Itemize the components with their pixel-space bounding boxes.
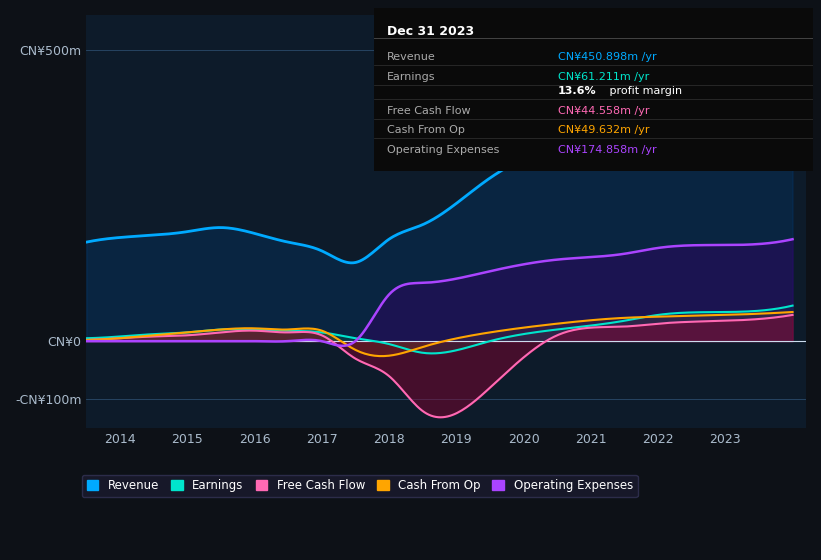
Text: Free Cash Flow: Free Cash Flow [387,106,470,116]
Text: CN¥49.632m /yr: CN¥49.632m /yr [558,125,649,136]
Text: profit margin: profit margin [607,86,682,96]
Text: Revenue: Revenue [387,52,435,62]
Text: Cash From Op: Cash From Op [387,125,465,136]
Text: CN¥450.898m /yr: CN¥450.898m /yr [558,52,657,62]
Text: Dec 31 2023: Dec 31 2023 [387,25,474,38]
Legend: Revenue, Earnings, Free Cash Flow, Cash From Op, Operating Expenses: Revenue, Earnings, Free Cash Flow, Cash … [82,474,638,497]
Text: Operating Expenses: Operating Expenses [387,145,499,155]
Text: 13.6%: 13.6% [558,86,597,96]
Text: CN¥61.211m /yr: CN¥61.211m /yr [558,72,649,82]
Text: CN¥44.558m /yr: CN¥44.558m /yr [558,106,649,116]
Text: Earnings: Earnings [387,72,435,82]
Text: CN¥174.858m /yr: CN¥174.858m /yr [558,145,657,155]
